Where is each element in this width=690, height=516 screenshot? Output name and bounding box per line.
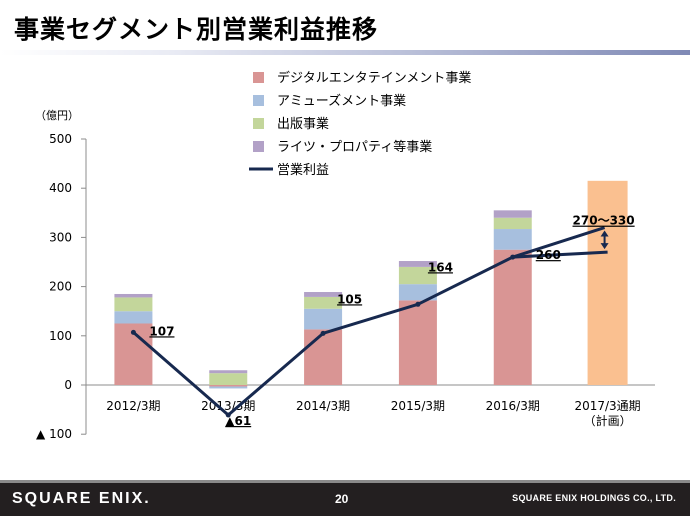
- data-label: 105: [337, 292, 362, 306]
- data-label: ▲61: [225, 414, 251, 428]
- bar-segment: [493, 249, 532, 385]
- bar-segment: [304, 296, 343, 309]
- operating-income-chart: デジタルエンタテインメント事業アミューズメント事業出版事業ライツ・プロパティ等事…: [35, 70, 655, 441]
- line-point: [510, 254, 516, 260]
- bar-segment: [398, 261, 437, 267]
- page-title: 事業セグメント別営業利益推移: [14, 15, 379, 44]
- y-tick-label: ▲ 100: [36, 427, 72, 441]
- range-arrow-head-up: [600, 230, 609, 237]
- y-tick-label: 300: [49, 230, 72, 244]
- operating-income-line: [130, 226, 609, 418]
- bar-segment: [398, 284, 437, 301]
- bar-segment: [209, 385, 248, 387]
- bar-segment: [493, 210, 532, 218]
- legend-swatch: [253, 95, 264, 106]
- legend-swatch: [253, 72, 264, 83]
- x-tick-label: 2012/3期: [106, 399, 160, 413]
- forecast-bar: [587, 180, 628, 385]
- footer: SQUARE ENIX. 20 SQUARE ENIX HOLDINGS CO.…: [0, 480, 690, 516]
- y-tick-label: 200: [49, 280, 72, 294]
- legend-label: アミューズメント事業: [277, 93, 406, 109]
- data-label: 270〜330: [573, 214, 635, 228]
- axes: 500 400 300 200 100 0 ▲ 100 2012/3期 2013/3期 2014/…: [36, 132, 655, 441]
- bars: [114, 180, 628, 389]
- bar-segment: [493, 217, 532, 230]
- y-tick-label: 500: [49, 132, 72, 146]
- y-unit-label: （億円）: [35, 109, 79, 122]
- line-point: [415, 301, 421, 307]
- y-tick-label: 400: [49, 181, 72, 195]
- bar-segment: [114, 311, 153, 324]
- bar-segment: [304, 292, 343, 297]
- y-tick-label: 0: [64, 378, 72, 392]
- bar-segment: [398, 266, 437, 285]
- line-point: [130, 329, 136, 335]
- legend-label: 営業利益: [277, 162, 329, 178]
- bar-segment: [114, 293, 153, 298]
- bar-segment: [209, 386, 248, 389]
- title-divider: [0, 50, 690, 55]
- bar-segment: [304, 329, 343, 385]
- data-label: 107: [149, 324, 174, 338]
- data-labels: 107 ▲61 105 164 260 270〜330: [149, 214, 634, 428]
- bar-segment: [114, 297, 153, 312]
- bar-segment: [493, 229, 532, 250]
- y-tick-label: 100: [49, 329, 72, 343]
- line-series-low: [512, 250, 608, 259]
- bar-segment: [209, 373, 248, 385]
- company-name: SQUARE ENIX HOLDINGS CO., LTD.: [512, 493, 676, 503]
- x-tick-label: 2015/3期: [391, 399, 445, 413]
- line-series: [132, 226, 606, 417]
- legend-label: 出版事業: [277, 116, 329, 132]
- bar-segment: [304, 308, 343, 330]
- legend-swatch: [253, 118, 264, 129]
- bar-segment: [209, 370, 248, 374]
- legend: デジタルエンタテインメント事業アミューズメント事業出版事業ライツ・プロパティ等事…: [249, 70, 471, 178]
- page-number: 20: [335, 492, 349, 506]
- legend-label: ライツ・プロパティ等事業: [277, 139, 432, 155]
- legend-swatch: [253, 141, 264, 152]
- range-arrow-head-down: [600, 243, 609, 250]
- x-tick-label: 2014/3期: [296, 399, 350, 413]
- line-point: [225, 412, 231, 418]
- data-label: 164: [428, 260, 453, 274]
- x-tick-label: 2016/3期: [486, 399, 540, 413]
- line-point: [320, 330, 326, 336]
- x-tick-label: 2013/3期: [201, 399, 255, 413]
- data-label: 260: [536, 248, 561, 262]
- x-tick-label: 2017/3通期（計画）: [574, 399, 640, 428]
- legend-label: デジタルエンタテインメント事業: [277, 70, 471, 86]
- bar-segment: [398, 300, 437, 385]
- square-enix-logo: SQUARE ENIX.: [12, 490, 151, 507]
